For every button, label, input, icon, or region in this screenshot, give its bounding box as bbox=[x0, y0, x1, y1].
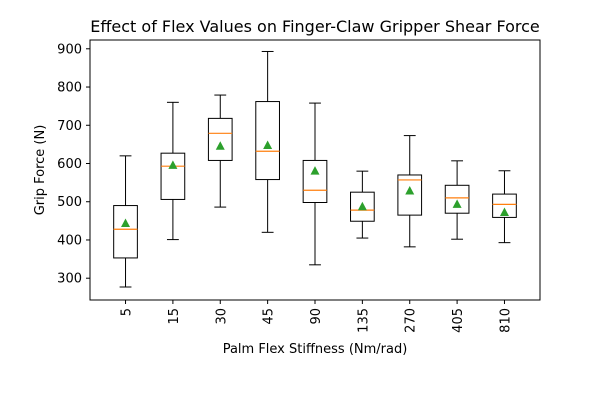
y-tick-label: 900 bbox=[57, 42, 82, 57]
x-tick-label: 90 bbox=[309, 308, 324, 325]
y-tick-label: 800 bbox=[57, 81, 82, 96]
x-tick-label: 270 bbox=[404, 308, 419, 333]
x-tick-label: 810 bbox=[498, 308, 513, 333]
iqr-box bbox=[255, 101, 280, 181]
box-405 bbox=[444, 160, 470, 240]
box-135 bbox=[350, 170, 375, 239]
y-tick-label: 500 bbox=[57, 195, 82, 210]
x-tick-label: 45 bbox=[262, 308, 277, 325]
mean-marker bbox=[263, 140, 273, 150]
box-series bbox=[113, 50, 517, 288]
box-90 bbox=[302, 102, 328, 266]
y-axis-ticks: 300 400 500 600 700 800 900 bbox=[57, 42, 90, 287]
mean-marker bbox=[215, 141, 225, 150]
iqr-box bbox=[113, 205, 138, 259]
y-tick-label: 700 bbox=[57, 119, 82, 134]
mean-marker bbox=[499, 207, 509, 216]
iqr-box bbox=[444, 184, 470, 214]
box-810 bbox=[492, 170, 517, 244]
iqr-box bbox=[492, 193, 517, 218]
x-axis-label: Palm Flex Stiffness (Nm/rad) bbox=[223, 342, 408, 357]
mean-marker bbox=[168, 160, 178, 169]
box-15 bbox=[160, 101, 186, 241]
y-axis-label: Grip Force (N) bbox=[33, 125, 48, 216]
x-axis-ticks: 5 15 30 45 90 135 270 405 810 bbox=[120, 300, 513, 333]
box-5 bbox=[113, 155, 138, 288]
iqr-box bbox=[302, 159, 328, 203]
x-tick-label: 135 bbox=[356, 308, 371, 333]
box-270 bbox=[397, 135, 423, 248]
x-tick-label: 15 bbox=[167, 308, 182, 325]
y-tick-label: 600 bbox=[57, 157, 82, 172]
mean-marker bbox=[121, 218, 131, 228]
y-tick-label: 400 bbox=[57, 233, 82, 248]
iqr-box bbox=[207, 117, 233, 161]
iqr-box bbox=[160, 152, 186, 200]
mean-marker bbox=[452, 199, 462, 208]
mean-marker bbox=[310, 166, 320, 175]
box-30 bbox=[207, 94, 233, 208]
y-tick-label: 300 bbox=[57, 272, 82, 287]
x-tick-label: 5 bbox=[120, 308, 135, 316]
iqr-box bbox=[397, 174, 423, 216]
mean-marker bbox=[405, 186, 415, 195]
chart-title: Effect of Flex Values on Finger-Claw Gri… bbox=[90, 17, 539, 36]
x-tick-label: 405 bbox=[451, 308, 466, 333]
x-tick-label: 30 bbox=[214, 308, 229, 325]
iqr-box bbox=[350, 191, 375, 222]
mean-marker bbox=[357, 201, 367, 211]
box-45 bbox=[255, 50, 280, 233]
